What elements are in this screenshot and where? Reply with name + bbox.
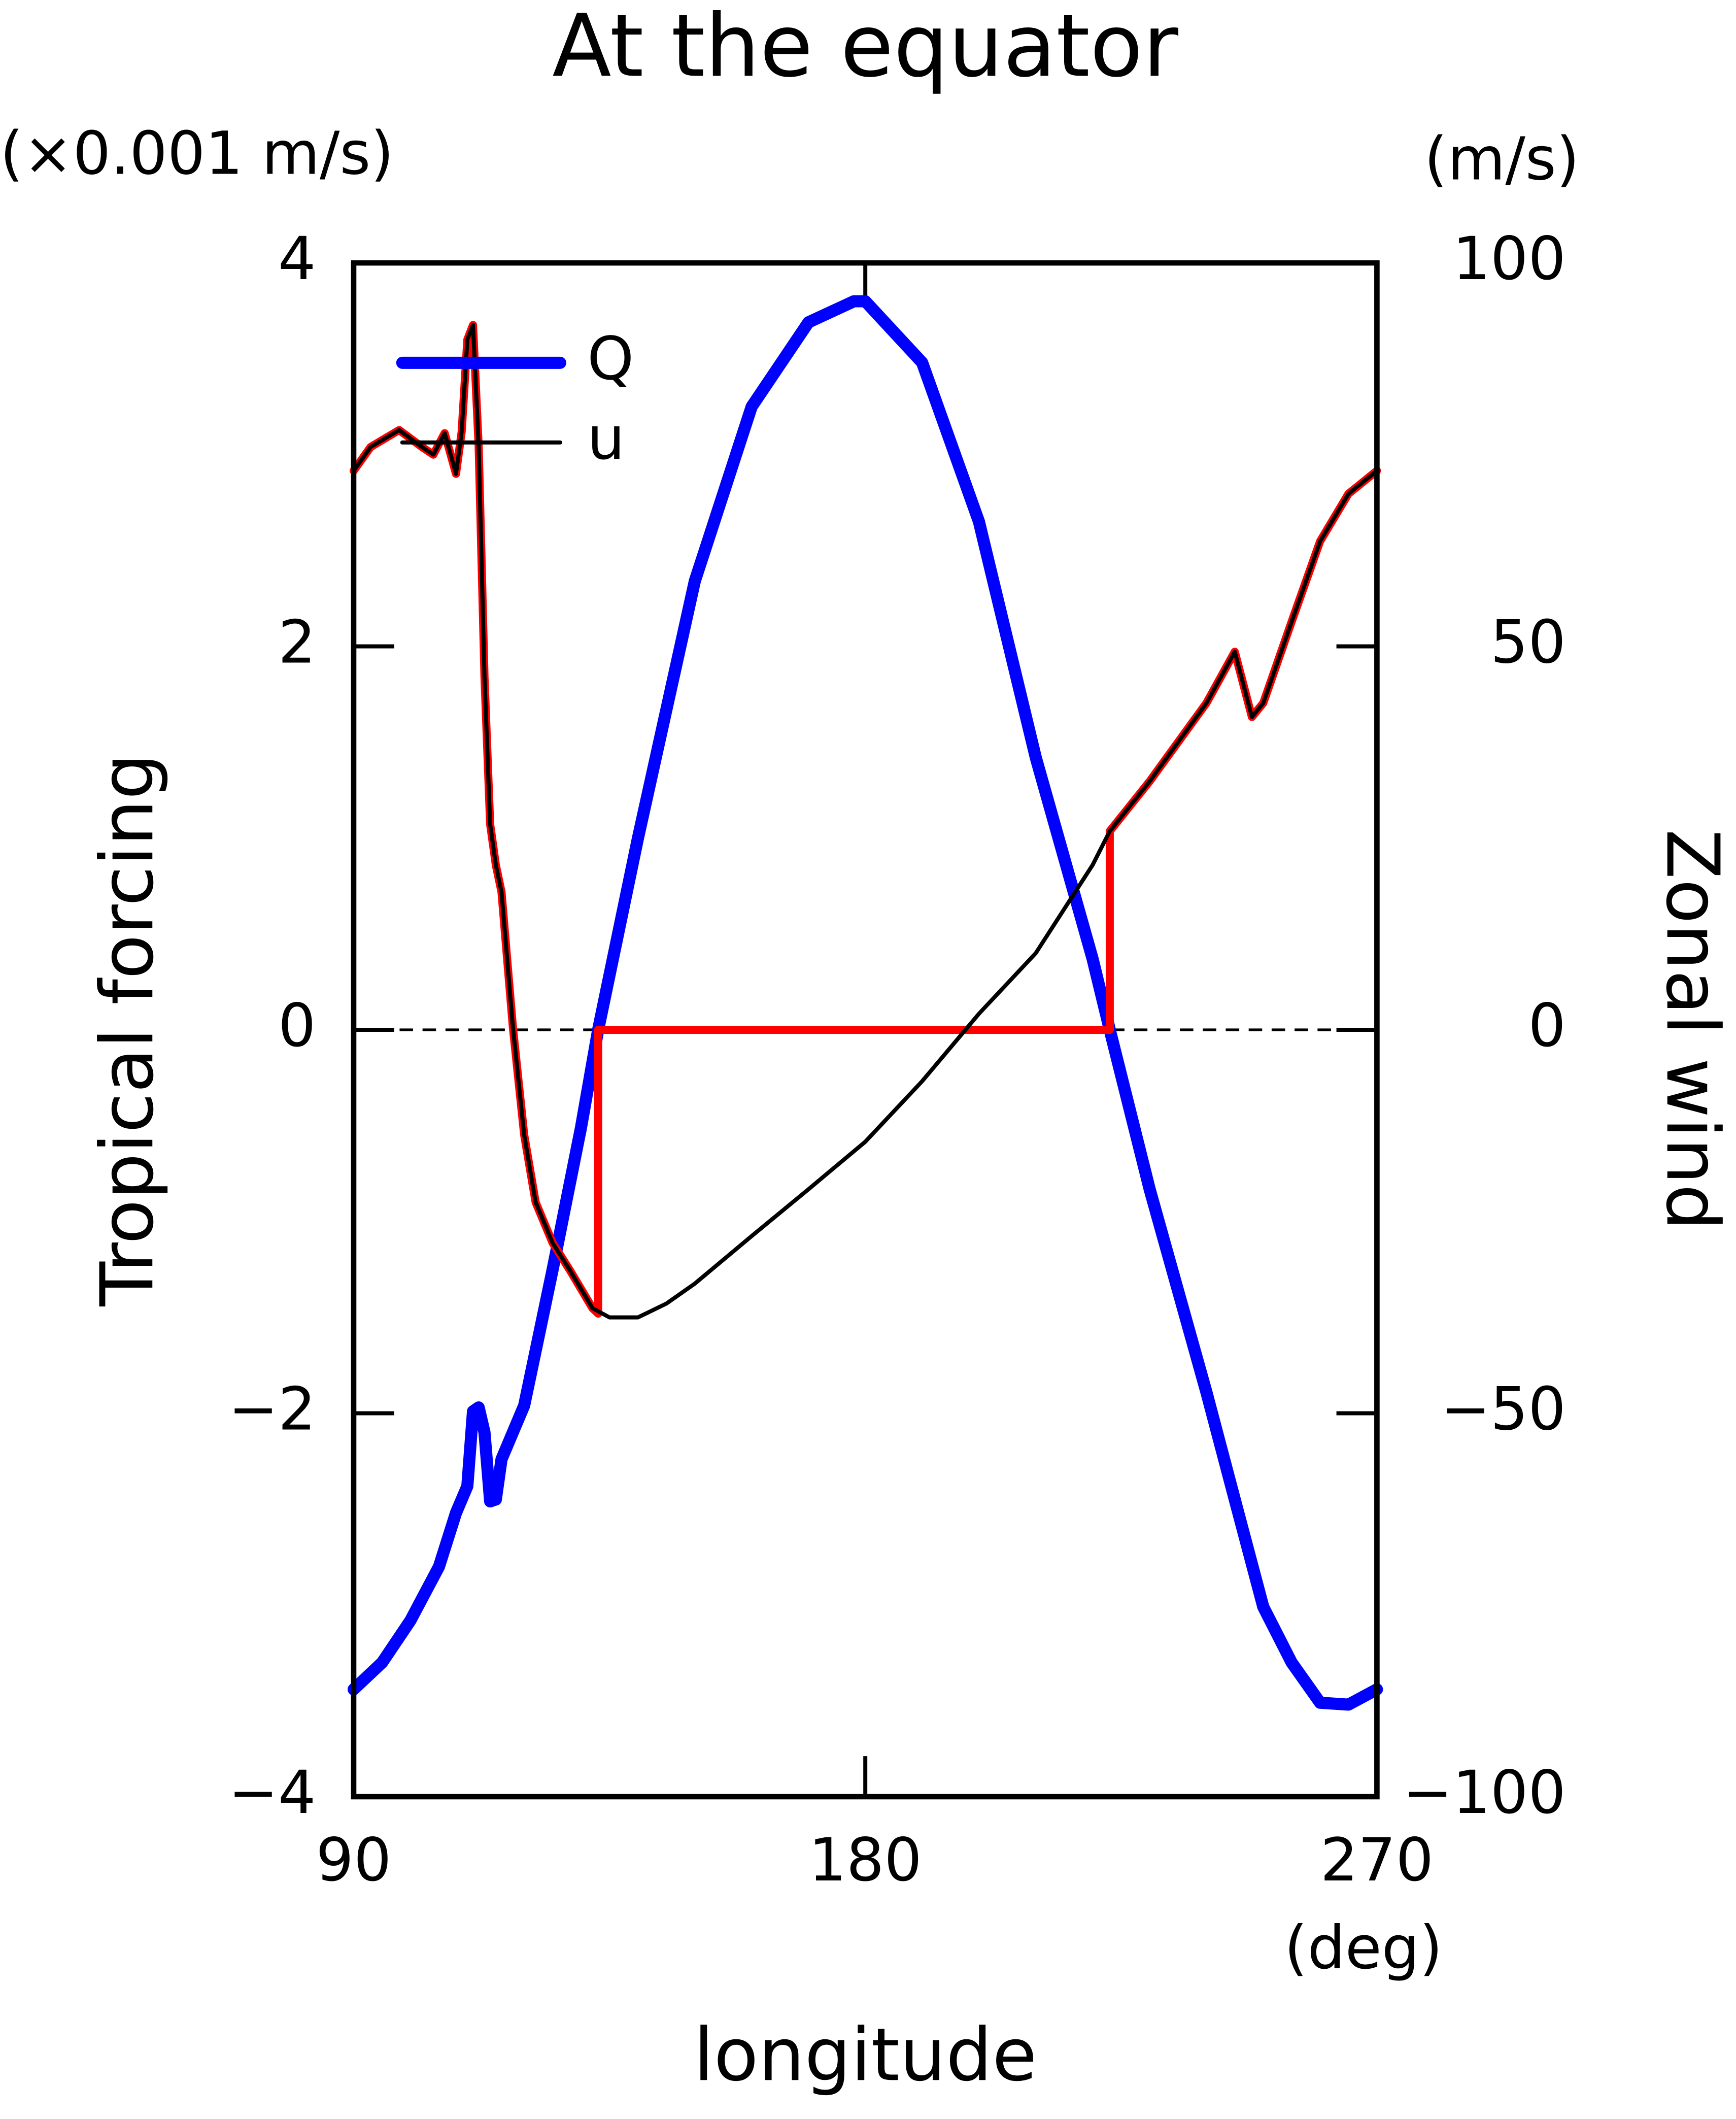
y2-label: Zonal wind <box>1650 829 1735 1231</box>
x-tick-label: 270 <box>1320 1825 1434 1895</box>
series-line <box>351 323 1379 1320</box>
y-tick-label: 2 <box>278 608 316 677</box>
legend-label: u <box>587 403 625 473</box>
plot-frame <box>351 260 1380 1800</box>
x-label: longitude <box>694 2012 1037 2097</box>
series-line <box>347 295 1383 1711</box>
series-line <box>349 321 1381 1318</box>
y2-tick-label: 0 <box>1528 991 1565 1060</box>
x-tick-label: 180 <box>808 1825 922 1895</box>
chart-title: At the equator <box>552 0 1178 96</box>
x-tick-label: 90 <box>316 1825 392 1895</box>
y-tick-label: 0 <box>278 991 316 1060</box>
y2-tick-label: −100 <box>1403 1758 1565 1827</box>
y-label: Tropical forcing <box>85 753 169 1307</box>
y-tick-label: −4 <box>228 1758 316 1827</box>
y2-tick-label: −50 <box>1441 1374 1566 1444</box>
legend-label: Q <box>587 324 634 393</box>
y-unit: (×0.001 m/s) <box>0 119 394 188</box>
y-tick-label: 4 <box>278 224 316 293</box>
x-unit: (deg) <box>1284 1913 1443 1982</box>
y2-unit: (m/s) <box>1424 124 1580 193</box>
y-tick-label: −2 <box>228 1374 316 1444</box>
y2-tick-label: 100 <box>1452 224 1565 293</box>
y2-tick-label: 50 <box>1490 608 1566 677</box>
